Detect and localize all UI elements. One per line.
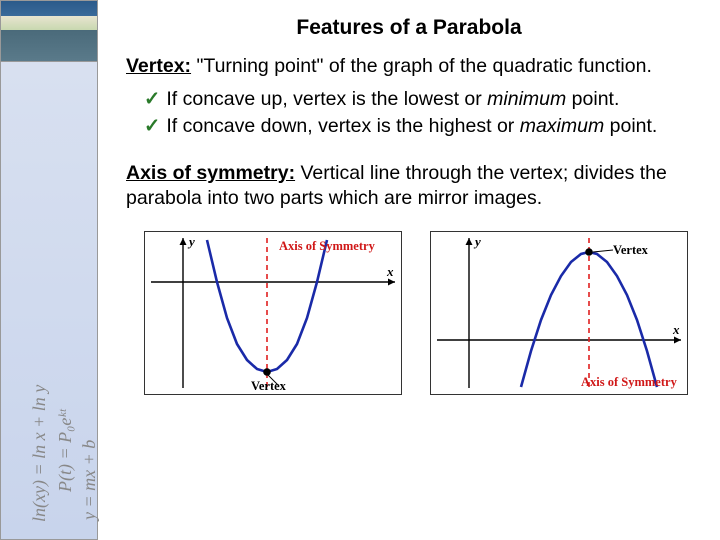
bullet-concave-up: ✓If concave up, vertex is the lowest or … [126, 87, 710, 112]
svg-text:Axis of Symmetry: Axis of Symmetry [581, 375, 678, 389]
svg-text:x: x [672, 322, 680, 337]
body-text: Vertex: "Turning point" of the graph of … [108, 54, 710, 395]
bullet-concave-down: ✓If concave down, vertex is the highest … [126, 114, 710, 139]
svg-text:x: x [386, 264, 394, 279]
figure-parabola-up: y x Axis of Symmetry Vertex [144, 231, 402, 395]
svg-text:Vertex: Vertex [251, 379, 287, 393]
sidebar-eq-3: y = mx + b [79, 440, 100, 520]
check-icon: ✓ [144, 88, 160, 110]
page-title: Features of a Parabola [108, 0, 710, 54]
vertex-def-text: "Turning point" of the graph of the quad… [191, 55, 652, 77]
svg-text:y: y [187, 234, 195, 249]
svg-text:y: y [473, 234, 481, 249]
axis-label: Axis of symmetry: [126, 162, 295, 184]
check-icon: ✓ [144, 115, 160, 137]
main-content: Features of a Parabola Vertex: "Turning … [98, 0, 720, 540]
sidebar: ln(xy) = ln x + ln y P(t) = P₀eᵏᵗ y = mx… [0, 0, 98, 540]
sidebar-math-bg: ln(xy) = ln x + ln y P(t) = P₀eᵏᵗ y = mx… [0, 62, 98, 540]
svg-text:Axis of Symmetry: Axis of Symmetry [279, 239, 376, 253]
vertex-label: Vertex: [126, 55, 191, 77]
vertex-definition: Vertex: "Turning point" of the graph of … [126, 54, 710, 79]
sidebar-eq-2: P(t) = P₀eᵏᵗ [55, 410, 76, 492]
figure-row: y x Axis of Symmetry Vertex y x Axis of Symme… [126, 219, 710, 395]
svg-text:Vertex: Vertex [613, 243, 649, 257]
sidebar-photo [0, 0, 98, 62]
figure-parabola-down: y x Axis of Symmetry Vertex [430, 231, 688, 395]
sidebar-eq-1: ln(xy) = ln x + ln y [29, 385, 50, 522]
axis-definition: Axis of symmetry: Vertical line through … [126, 161, 710, 211]
